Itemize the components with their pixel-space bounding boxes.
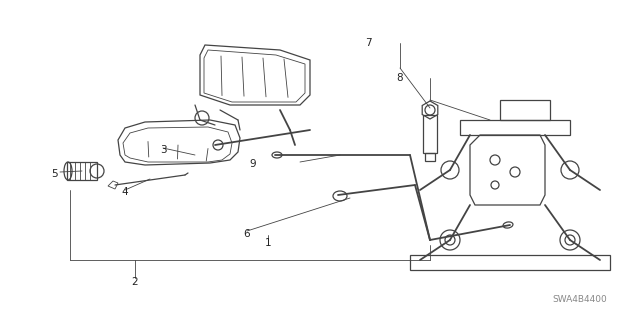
Text: 2: 2 [132,277,138,287]
Text: 3: 3 [160,145,166,155]
Text: 9: 9 [250,159,256,169]
Bar [423,115,437,153]
Text: 4: 4 [122,187,128,197]
Text: 1: 1 [265,238,271,248]
Text: SWA4B4400: SWA4B4400 [552,295,607,305]
Bar [67,162,97,180]
Text: 8: 8 [397,73,403,83]
Text: 6: 6 [244,229,250,239]
Text: 5: 5 [51,169,58,179]
Bar [425,153,435,161]
Text: 7: 7 [365,38,371,48]
